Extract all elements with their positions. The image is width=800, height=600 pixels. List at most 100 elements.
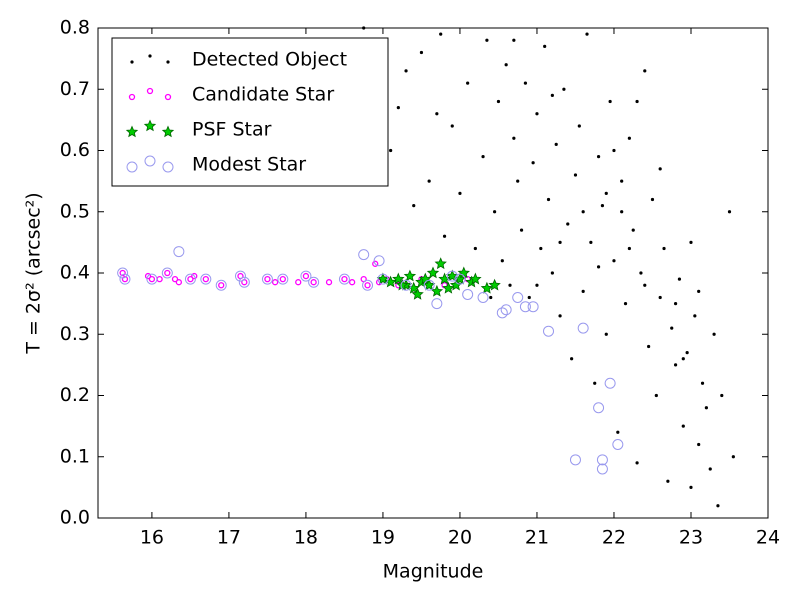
dot bbox=[519, 228, 524, 232]
dot bbox=[543, 44, 547, 48]
dot bbox=[635, 461, 639, 465]
dot bbox=[600, 204, 605, 208]
ring-marker bbox=[462, 288, 474, 300]
dot bbox=[658, 295, 662, 300]
candidate-marker bbox=[164, 269, 171, 277]
ring-marker bbox=[144, 155, 156, 167]
dot bbox=[500, 259, 504, 263]
dot bbox=[689, 240, 693, 244]
candidate-marker bbox=[144, 272, 152, 280]
ring-marker bbox=[146, 273, 158, 285]
ring-marker bbox=[162, 161, 174, 173]
star-marker bbox=[161, 125, 175, 138]
dot bbox=[681, 424, 685, 428]
dot bbox=[631, 228, 635, 232]
candidate-marker bbox=[171, 275, 179, 283]
dot bbox=[685, 351, 689, 355]
dot bbox=[466, 81, 470, 85]
dot bbox=[612, 148, 616, 153]
dot bbox=[666, 479, 670, 483]
star-marker bbox=[143, 119, 157, 132]
dot bbox=[654, 393, 658, 398]
candidate-marker bbox=[325, 279, 333, 286]
dot bbox=[704, 406, 708, 410]
dot bbox=[604, 191, 608, 195]
dot bbox=[716, 504, 720, 508]
dot bbox=[581, 210, 585, 214]
dot bbox=[435, 112, 439, 116]
dot bbox=[550, 271, 554, 275]
legend-frame bbox=[111, 37, 389, 187]
candidate-marker bbox=[364, 282, 371, 289]
star-marker bbox=[426, 266, 440, 279]
candidate-marker bbox=[218, 282, 225, 289]
dot bbox=[496, 99, 501, 104]
star-marker bbox=[480, 281, 494, 294]
star-marker bbox=[407, 281, 420, 294]
plot-frame bbox=[97, 27, 769, 519]
dot bbox=[148, 54, 152, 58]
y-tick-label: 0.5 bbox=[60, 200, 90, 222]
candidate-marker bbox=[119, 269, 126, 277]
ring-marker bbox=[300, 270, 312, 282]
ring-marker bbox=[496, 307, 508, 319]
dot bbox=[650, 197, 655, 202]
dot bbox=[604, 332, 608, 336]
dot bbox=[427, 179, 431, 183]
legend-label: Modest Star bbox=[192, 154, 306, 176]
candidate-marker bbox=[279, 275, 286, 283]
star-marker bbox=[403, 269, 417, 282]
dot bbox=[708, 467, 712, 471]
ring-marker bbox=[512, 292, 524, 303]
ring-marker bbox=[126, 161, 138, 173]
candidate-marker bbox=[271, 279, 279, 286]
ring-marker bbox=[593, 402, 605, 414]
star-marker bbox=[438, 272, 451, 285]
dot bbox=[662, 246, 666, 251]
candidate-marker bbox=[148, 275, 156, 283]
ring-marker bbox=[454, 273, 466, 285]
dot bbox=[166, 60, 170, 64]
ring-marker bbox=[358, 249, 370, 261]
x-tick-label: 20 bbox=[448, 527, 472, 549]
ring-marker bbox=[215, 279, 227, 291]
ring-marker bbox=[577, 322, 589, 334]
y-tick-label: 0.1 bbox=[60, 445, 90, 467]
ring-marker bbox=[161, 267, 173, 279]
ring-marker bbox=[569, 454, 581, 466]
ring-marker bbox=[362, 279, 374, 291]
dot bbox=[558, 240, 562, 244]
dot bbox=[504, 63, 508, 67]
candidate-marker bbox=[187, 275, 194, 283]
dot bbox=[697, 442, 701, 447]
candidate-marker bbox=[302, 272, 310, 280]
dot bbox=[693, 314, 697, 318]
candidate-marker bbox=[341, 275, 348, 283]
ring-marker bbox=[596, 463, 608, 475]
x-axis-label: Magnitude bbox=[383, 561, 484, 583]
dot bbox=[550, 93, 554, 97]
dot bbox=[396, 106, 400, 110]
dot bbox=[596, 265, 601, 269]
y-tick-label: 0.6 bbox=[60, 139, 90, 161]
ring-marker bbox=[543, 325, 555, 337]
ring-marker bbox=[612, 439, 624, 450]
dot bbox=[677, 277, 682, 281]
ring-marker bbox=[519, 301, 531, 313]
candidate-marker bbox=[146, 87, 154, 95]
legend-label: Detected Object bbox=[192, 49, 347, 71]
candidate-marker bbox=[164, 93, 172, 101]
dot bbox=[689, 485, 693, 489]
dot bbox=[673, 363, 678, 367]
star-marker bbox=[488, 278, 501, 291]
dot bbox=[546, 197, 551, 202]
dot bbox=[558, 314, 562, 318]
x-tick-label: 22 bbox=[602, 527, 626, 549]
dot bbox=[562, 87, 566, 91]
dot bbox=[627, 136, 631, 140]
legend-label: PSF Star bbox=[192, 119, 272, 141]
candidate-marker bbox=[191, 272, 198, 280]
dot bbox=[481, 155, 485, 159]
candidate-marker bbox=[372, 260, 379, 267]
dot bbox=[681, 357, 685, 361]
